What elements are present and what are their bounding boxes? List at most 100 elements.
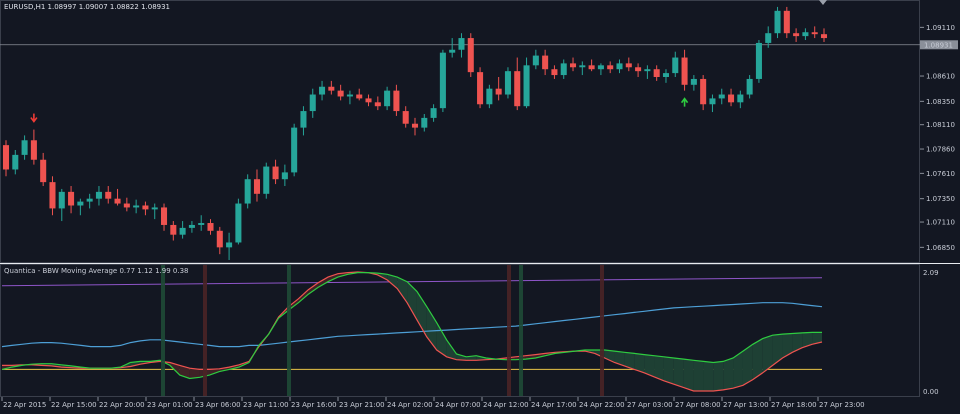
candle-body bbox=[374, 102, 381, 107]
candle[interactable] bbox=[570, 57, 577, 72]
candle[interactable] bbox=[30, 129, 37, 165]
candle[interactable] bbox=[811, 26, 818, 39]
candle[interactable] bbox=[309, 88, 316, 118]
candle[interactable] bbox=[356, 88, 363, 101]
candle[interactable] bbox=[690, 75, 697, 91]
candle[interactable] bbox=[161, 203, 168, 231]
candle[interactable] bbox=[523, 57, 530, 109]
price-tick-label: 1.08350 bbox=[926, 98, 955, 106]
candle[interactable] bbox=[625, 57, 632, 72]
candle[interactable] bbox=[2, 140, 10, 177]
time-tick-label: 24 Apr 12:00 bbox=[483, 401, 529, 409]
candle[interactable] bbox=[133, 199, 140, 214]
candle[interactable] bbox=[207, 219, 214, 235]
candle[interactable] bbox=[244, 174, 251, 209]
candle[interactable] bbox=[551, 65, 558, 79]
candle[interactable] bbox=[281, 164, 288, 187]
candle[interactable] bbox=[588, 59, 595, 72]
candle[interactable] bbox=[114, 188, 121, 206]
candle[interactable] bbox=[170, 221, 177, 241]
candle[interactable] bbox=[681, 49, 688, 91]
candle[interactable] bbox=[421, 113, 428, 132]
candle[interactable] bbox=[21, 135, 28, 160]
fill-segment bbox=[752, 338, 763, 380]
candle[interactable] bbox=[542, 49, 549, 76]
candle[interactable] bbox=[430, 104, 437, 122]
candle[interactable] bbox=[532, 49, 539, 70]
candle[interactable] bbox=[644, 65, 651, 79]
candle[interactable] bbox=[458, 33, 465, 58]
candle[interactable] bbox=[12, 150, 19, 175]
candle[interactable] bbox=[58, 188, 65, 222]
candle[interactable] bbox=[709, 94, 716, 113]
candle[interactable] bbox=[653, 65, 660, 81]
candle[interactable] bbox=[86, 193, 93, 209]
candle[interactable] bbox=[384, 86, 391, 111]
candle[interactable] bbox=[328, 80, 335, 95]
candle[interactable] bbox=[504, 67, 511, 99]
candle[interactable] bbox=[672, 51, 679, 78]
candle[interactable] bbox=[226, 232, 233, 260]
candle[interactable] bbox=[783, 6, 790, 39]
candle[interactable] bbox=[188, 221, 195, 233]
candle-body bbox=[570, 63, 577, 68]
candle[interactable] bbox=[346, 90, 353, 105]
candle[interactable] bbox=[142, 201, 149, 216]
candle[interactable] bbox=[235, 198, 242, 245]
candle[interactable] bbox=[486, 84, 493, 109]
candle[interactable] bbox=[793, 28, 800, 42]
candle[interactable] bbox=[374, 96, 381, 111]
chart-shift-triangle-icon[interactable] bbox=[819, 0, 827, 5]
candle[interactable] bbox=[105, 186, 112, 204]
candle[interactable] bbox=[820, 28, 828, 42]
candle[interactable] bbox=[746, 75, 753, 99]
candle[interactable] bbox=[718, 88, 725, 105]
candle[interactable] bbox=[337, 84, 344, 101]
candle[interactable] bbox=[77, 198, 84, 216]
candle[interactable] bbox=[49, 176, 56, 216]
candle[interactable] bbox=[263, 162, 270, 199]
candle[interactable] bbox=[123, 197, 130, 212]
candle[interactable] bbox=[755, 40, 762, 83]
candle[interactable] bbox=[411, 117, 419, 136]
candle[interactable] bbox=[477, 67, 484, 109]
candle[interactable] bbox=[198, 215, 205, 231]
candle[interactable] bbox=[300, 106, 307, 136]
candle[interactable] bbox=[765, 26, 772, 48]
candle[interactable] bbox=[467, 33, 474, 78]
candle[interactable] bbox=[68, 186, 75, 214]
fill-segment bbox=[416, 291, 427, 337]
candle[interactable] bbox=[597, 63, 604, 76]
candle[interactable] bbox=[802, 28, 809, 41]
candle[interactable] bbox=[662, 69, 669, 83]
time-tick-label: 27 Apr 23:00 bbox=[819, 401, 865, 409]
candle[interactable] bbox=[319, 80, 326, 101]
candle[interactable] bbox=[514, 57, 521, 111]
candle[interactable] bbox=[635, 63, 642, 78]
candle[interactable] bbox=[179, 221, 186, 239]
candle[interactable] bbox=[151, 203, 158, 220]
candle[interactable] bbox=[365, 94, 372, 107]
candle[interactable] bbox=[393, 84, 400, 116]
candle[interactable] bbox=[216, 226, 223, 255]
candle[interactable] bbox=[616, 59, 623, 74]
candle[interactable] bbox=[560, 59, 567, 79]
candle[interactable] bbox=[774, 6, 781, 39]
candle[interactable] bbox=[40, 152, 47, 187]
candle-body bbox=[300, 111, 307, 128]
candle[interactable] bbox=[402, 106, 409, 128]
candle[interactable] bbox=[495, 77, 502, 101]
candle[interactable] bbox=[607, 61, 614, 74]
candle[interactable] bbox=[253, 169, 260, 202]
candle[interactable] bbox=[579, 61, 586, 76]
candle[interactable] bbox=[737, 90, 744, 109]
candle[interactable] bbox=[291, 123, 298, 177]
candle[interactable] bbox=[272, 159, 279, 185]
candle[interactable] bbox=[95, 186, 102, 206]
candle[interactable] bbox=[700, 75, 707, 111]
candle[interactable] bbox=[449, 38, 456, 58]
candle[interactable] bbox=[439, 49, 446, 113]
candle[interactable] bbox=[728, 88, 735, 107]
